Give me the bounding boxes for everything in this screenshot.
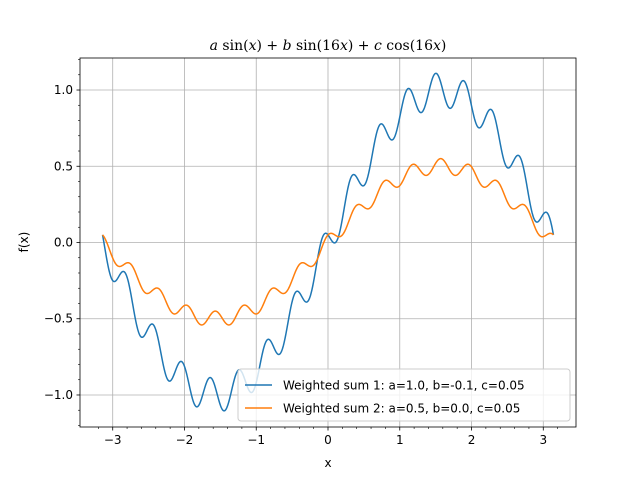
y-tick-label: 1.0 — [54, 83, 73, 97]
legend: Weighted sum 1: a=1.0, b=-0.1, c=0.05 Wei… — [237, 368, 571, 422]
chart-title: a sin(x) + b sin(16x) + c cos(16x) — [210, 38, 447, 54]
series-line-2 — [102, 157, 554, 326]
legend-label-1: Weighted sum 1: a=1.0, b=-0.1, c=0.05 — [283, 379, 525, 393]
y-axis-label: f(x) — [17, 232, 31, 253]
series-lines — [101, 72, 555, 412]
legend-box — [237, 368, 571, 422]
y-tick-label: −1.0 — [44, 388, 73, 402]
x-tick-label: 0 — [324, 433, 332, 447]
x-tick-label: −1 — [247, 433, 265, 447]
x-tick-label: 3 — [539, 433, 547, 447]
y-tick-label: 0.5 — [54, 159, 73, 173]
x-tick-label: 2 — [468, 433, 476, 447]
y-tick-label: −0.5 — [44, 312, 73, 326]
x-tick-label: −2 — [176, 433, 194, 447]
x-tick-label: −3 — [104, 433, 122, 447]
grid — [80, 58, 576, 427]
y-tick-label: 0.0 — [54, 236, 73, 250]
ticks: −3 −2 −1 0 1 2 3 −1.0 −0.5 0.0 0.5 1.0 — [44, 59, 558, 447]
legend-label-2: Weighted sum 2: a=0.5, b=0.0, c=0.05 — [283, 402, 520, 416]
x-tick-label: 1 — [396, 433, 404, 447]
x-axis-label: x — [324, 456, 331, 470]
